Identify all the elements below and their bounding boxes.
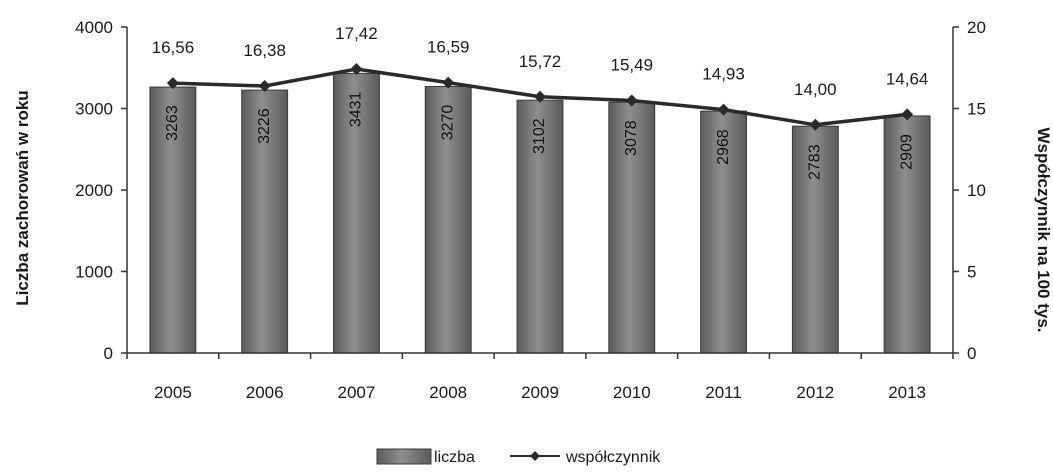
y2-tick-label-15: 15 xyxy=(967,100,986,119)
bar-2008 xyxy=(424,85,472,354)
line-point-2008 xyxy=(442,76,455,89)
legend-label-wspolczynnik: współczynnik xyxy=(565,449,661,466)
x-tick-label-2009: 2009 xyxy=(521,383,559,402)
legend-label-liczba: liczba xyxy=(434,449,475,466)
bar-2012 xyxy=(791,125,839,354)
line-point-2010 xyxy=(625,94,638,107)
y-tick-label-2000: 2000 xyxy=(75,181,113,200)
line-value-label-2011: 14,93 xyxy=(702,65,745,84)
legend: liczba współczynnik xyxy=(376,448,661,466)
x-tick-label-2005: 2005 xyxy=(154,383,192,402)
y2-axis-title: Współczynnik na 100 tys. xyxy=(1034,127,1053,332)
y2-tick-label-20: 20 xyxy=(967,18,986,37)
bar-value-label-2007: 3431 xyxy=(348,91,365,127)
bar-2009 xyxy=(516,99,564,354)
line-point-2012 xyxy=(809,118,822,131)
y-axis-title: Liczba zachorowań w roku xyxy=(13,90,32,305)
bar-value-label-2006: 3226 xyxy=(256,108,273,144)
x-tick-label-2011: 2011 xyxy=(705,383,742,402)
x-tick-label-2012: 2012 xyxy=(796,383,834,402)
bar-value-label-2005: 3263 xyxy=(164,105,181,141)
line-value-label-2005: 16,56 xyxy=(152,38,195,57)
line-point-2006 xyxy=(258,80,271,93)
y2-tick-label-10: 10 xyxy=(967,181,986,200)
x-tick-label-2010: 2010 xyxy=(613,383,651,402)
line-point-2011 xyxy=(717,103,730,116)
y-tick-label-0: 0 xyxy=(104,344,113,363)
line-value-label-2007: 17,42 xyxy=(335,24,378,43)
line-point-2009 xyxy=(534,90,546,103)
line-point-2005 xyxy=(166,77,179,90)
line-value-label-2006: 16,38 xyxy=(243,41,286,60)
bar-2010 xyxy=(608,101,656,354)
line-value-label-2008: 16,59 xyxy=(427,38,470,57)
legend-bar-swatch xyxy=(376,448,432,465)
bar-value-label-2008: 3270 xyxy=(439,105,456,141)
bar-2006 xyxy=(241,89,289,354)
x-tick-label-2006: 2006 xyxy=(246,383,284,402)
bar-value-label-2013: 2909 xyxy=(898,134,915,170)
x-tick-label-2013: 2013 xyxy=(888,383,926,402)
y-tick-label-1000: 1000 xyxy=(75,263,113,282)
line-value-label-2009: 15,72 xyxy=(519,52,562,71)
line-point-2013 xyxy=(901,108,914,121)
legend-line-marker xyxy=(530,451,540,461)
x-tick-label-2007: 2007 xyxy=(338,383,376,402)
bar-value-label-2012: 2783 xyxy=(807,144,824,180)
y-tick-label-4000: 4000 xyxy=(75,18,113,37)
bar-2005 xyxy=(149,86,197,354)
x-tick-label-2008: 2008 xyxy=(429,383,467,402)
line-value-label-2012: 14,00 xyxy=(794,80,837,99)
bar-value-label-2009: 3102 xyxy=(531,118,548,154)
y-tick-label-3000: 3000 xyxy=(75,100,113,119)
y2-tick-label-5: 5 xyxy=(967,263,976,282)
line-value-label-2010: 15,49 xyxy=(611,56,654,75)
line-point-2007 xyxy=(350,63,363,76)
bar-value-label-2010: 3078 xyxy=(623,120,640,156)
y2-tick-label-0: 0 xyxy=(967,344,976,363)
bar-value-label-2011: 2968 xyxy=(715,129,732,165)
line-value-label-2013: 14,64 xyxy=(886,69,929,88)
